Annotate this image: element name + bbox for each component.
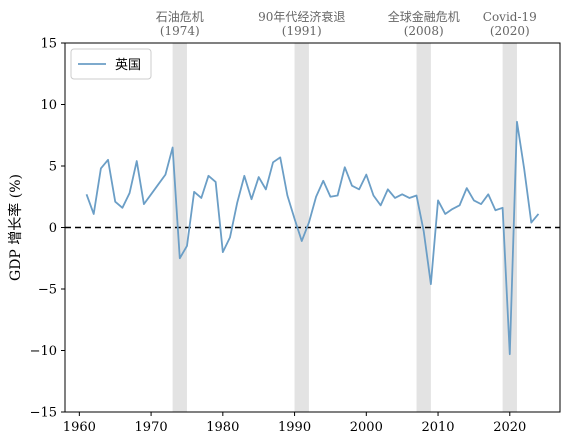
x-tick-label-3: 1990 [278, 420, 311, 435]
y-tick-label-6: 15 [40, 37, 57, 52]
x-tick-label-6: 2020 [493, 420, 526, 435]
y-axis: −15 −10 −5 0 5 10 15 [30, 37, 65, 421]
y-tick-label-2: −5 [38, 283, 57, 298]
y-tick-label-0: −15 [30, 406, 57, 421]
legend-box [70, 48, 152, 80]
y-tick-label-1: −10 [30, 344, 57, 359]
x-axis: 1960 1970 1980 1990 2000 2010 2020 [63, 412, 526, 435]
recession-annotations: 石油危机(1974) 90年代经济衰退(1991) 全球金融危机(2008) Covi… [156, 9, 537, 38]
annotation-year-3: (2020) [490, 24, 530, 38]
annotation-label-1: 90年代经济衰退 [258, 9, 345, 24]
annotation-label-0: 石油危机 [156, 10, 204, 24]
annotation-year-1: (1991) [282, 24, 322, 38]
y-tick-label-5: 10 [40, 98, 57, 113]
series-layer [85, 120, 540, 356]
x-tick-label-5: 2010 [421, 420, 454, 435]
annotation-label-3: Covid-19 [483, 10, 537, 24]
x-tick-label-2: 1980 [206, 420, 239, 435]
legend: 英国 [70, 48, 152, 80]
y-tick-label-3: 0 [49, 221, 57, 236]
annotation-year-2: (2008) [404, 24, 444, 38]
x-tick-label-0: 1960 [63, 420, 96, 435]
annotation-year-0: (1974) [160, 24, 200, 38]
legend-label-uk: 英国 [115, 58, 141, 73]
y-axis-label: GDP 增长率 (%) [7, 174, 24, 281]
series-line-0 [85, 120, 540, 356]
x-tick-label-4: 2000 [350, 420, 383, 435]
x-tick-label-1: 1970 [135, 420, 168, 435]
shade-period-1 [294, 43, 309, 412]
y-tick-label-4: 5 [49, 160, 57, 175]
annotation-label-2: 全球金融危机 [388, 9, 460, 24]
